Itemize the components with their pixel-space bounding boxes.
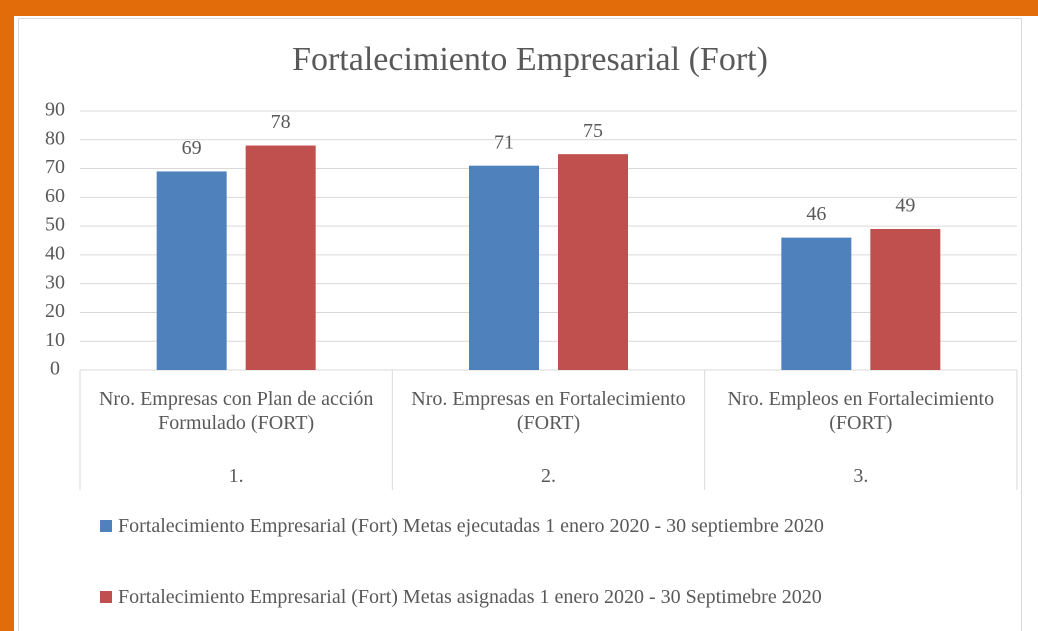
legend-label: Fortalecimiento Empresarial (Fort) Metas… [118, 515, 824, 537]
x-tick-label: Nro. Empleos en Fortalecimiento (FORT) [727, 388, 995, 434]
y-tick-label: 0 [50, 358, 60, 380]
y-tick-label: 10 [45, 329, 65, 351]
bar [156, 171, 227, 370]
bar [469, 165, 539, 370]
y-tick-label: 50 [45, 214, 65, 236]
x-group-label: 2. [540, 465, 556, 487]
legend-item: Fortalecimiento Empresarial (Fort) Metas… [100, 513, 980, 539]
bar [870, 228, 941, 370]
chart-border [18, 18, 1022, 631]
y-tick-label: 80 [45, 127, 65, 149]
legend-label: Fortalecimiento Empresarial (Fort) Metas… [118, 586, 822, 608]
bar [245, 145, 316, 370]
y-tick-label: 60 [45, 185, 65, 207]
data-label: 78 [271, 111, 291, 133]
y-tick-label: 70 [45, 156, 65, 178]
bar [558, 154, 628, 370]
legend-swatch [100, 520, 112, 532]
data-label: 69 [182, 137, 202, 159]
x-group-label: 3. [853, 465, 869, 487]
y-tick-label: 30 [45, 271, 65, 293]
data-label: 71 [494, 131, 514, 153]
x-tick-label: Nro. Empresas en Fortalecimiento (FORT) [411, 388, 686, 434]
x-group-label: 1. [228, 465, 244, 487]
x-tick-label: Nro. Empresas con Plan de acción Formula… [98, 388, 374, 434]
data-label: 46 [806, 203, 826, 225]
y-tick-label: 90 [45, 99, 65, 121]
data-label: 49 [895, 195, 915, 217]
legend-swatch [100, 591, 112, 603]
y-tick-label: 20 [45, 300, 65, 322]
bar [781, 237, 852, 370]
y-tick-label: 40 [45, 242, 65, 264]
data-label: 75 [583, 120, 603, 142]
chart-title: Fortalecimiento Empresarial (Fort) [292, 41, 768, 78]
legend-item: Fortalecimiento Empresarial (Fort) Metas… [100, 584, 980, 610]
